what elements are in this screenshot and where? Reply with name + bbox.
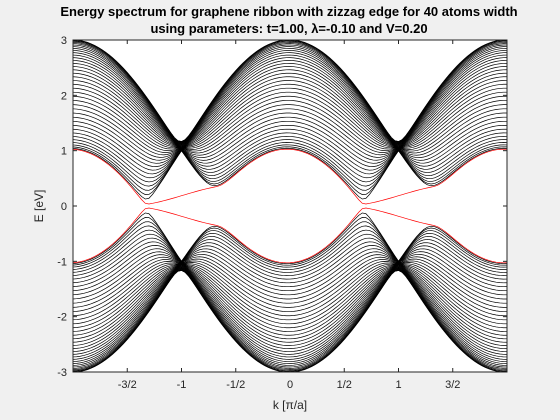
y-tick-label: 0 [61,201,67,213]
y-tick-label: -2 [57,312,67,324]
y-tick-label: 3 [61,35,67,47]
x-tick-label: -1 [177,379,187,391]
y-axis-label: E [eV] [32,190,46,223]
x-tick-label: 1/2 [337,379,352,391]
x-axis-label: k [π/a] [273,398,307,412]
x-tick-label: -3/2 [118,379,137,391]
x-tick-label: 0 [287,379,293,391]
y-tick-label: -3 [57,367,67,379]
y-tick-label: 1 [61,146,67,158]
y-tick-label: 2 [61,90,67,102]
x-tick-label: -1/2 [226,379,245,391]
chart-title-line-2: using parameters: t=1.00, λ=-0.10 and V=… [150,21,427,36]
y-tick-label: -1 [57,256,67,268]
chart-title-line-1: Energy spectrum for graphene ribbon with… [60,4,517,19]
x-tick-label: 1 [395,379,401,391]
x-tick-label: 3/2 [445,379,460,391]
